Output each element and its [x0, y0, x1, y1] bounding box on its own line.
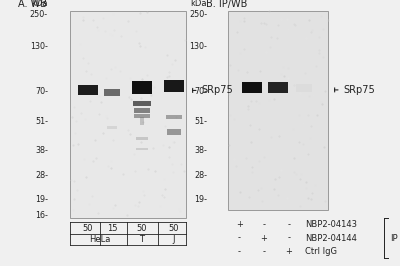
- FancyBboxPatch shape: [107, 126, 117, 129]
- Text: 130-: 130-: [189, 42, 207, 51]
- Text: IP: IP: [390, 234, 398, 243]
- Text: 38-: 38-: [194, 146, 207, 155]
- Text: 50: 50: [169, 224, 179, 232]
- Text: 28-: 28-: [194, 171, 207, 180]
- FancyBboxPatch shape: [134, 114, 150, 118]
- FancyBboxPatch shape: [164, 81, 184, 93]
- FancyBboxPatch shape: [140, 117, 144, 125]
- Text: NBP2-04144: NBP2-04144: [305, 234, 357, 243]
- Text: +: +: [260, 234, 268, 243]
- Text: -: -: [287, 220, 290, 229]
- Text: B. IP/WB: B. IP/WB: [206, 0, 247, 9]
- Text: SRp75: SRp75: [343, 85, 375, 95]
- FancyBboxPatch shape: [70, 11, 186, 218]
- Text: -: -: [262, 220, 266, 229]
- Text: kDa: kDa: [32, 0, 48, 9]
- FancyBboxPatch shape: [78, 85, 98, 95]
- Text: 51-: 51-: [35, 117, 48, 126]
- FancyBboxPatch shape: [136, 137, 148, 140]
- Text: A. WB: A. WB: [18, 0, 47, 9]
- FancyBboxPatch shape: [104, 89, 120, 96]
- FancyBboxPatch shape: [268, 82, 288, 93]
- Text: 19-: 19-: [194, 195, 207, 204]
- Text: 19-: 19-: [35, 195, 48, 204]
- FancyBboxPatch shape: [228, 11, 328, 210]
- Text: 16-: 16-: [35, 211, 48, 220]
- FancyBboxPatch shape: [167, 129, 181, 135]
- Text: SRp75: SRp75: [201, 85, 233, 95]
- FancyBboxPatch shape: [133, 101, 151, 106]
- Text: kDa: kDa: [191, 0, 207, 9]
- FancyBboxPatch shape: [242, 82, 262, 93]
- Text: J: J: [173, 235, 175, 244]
- Text: 130-: 130-: [30, 42, 48, 51]
- Text: T: T: [140, 235, 144, 244]
- Text: 70-: 70-: [35, 87, 48, 96]
- Text: -: -: [262, 247, 266, 256]
- FancyBboxPatch shape: [132, 81, 152, 94]
- Text: 50: 50: [83, 224, 93, 232]
- Text: +: +: [236, 220, 243, 229]
- Text: 15: 15: [107, 224, 117, 232]
- Text: 51-: 51-: [194, 117, 207, 126]
- Text: -: -: [238, 247, 241, 256]
- Text: 250-: 250-: [189, 10, 207, 19]
- Text: 250-: 250-: [30, 10, 48, 19]
- Text: HeLa: HeLa: [89, 235, 111, 244]
- FancyBboxPatch shape: [136, 148, 148, 150]
- Text: 28-: 28-: [35, 171, 48, 180]
- FancyBboxPatch shape: [134, 108, 150, 113]
- Text: Ctrl IgG: Ctrl IgG: [305, 247, 337, 256]
- Text: NBP2-04143: NBP2-04143: [305, 220, 357, 229]
- Text: -: -: [287, 234, 290, 243]
- Text: 50: 50: [137, 224, 147, 232]
- FancyBboxPatch shape: [166, 115, 182, 119]
- Text: 70-: 70-: [194, 87, 207, 96]
- Text: -: -: [238, 234, 241, 243]
- FancyBboxPatch shape: [296, 84, 312, 92]
- Text: 38-: 38-: [35, 146, 48, 155]
- Text: +: +: [285, 247, 292, 256]
